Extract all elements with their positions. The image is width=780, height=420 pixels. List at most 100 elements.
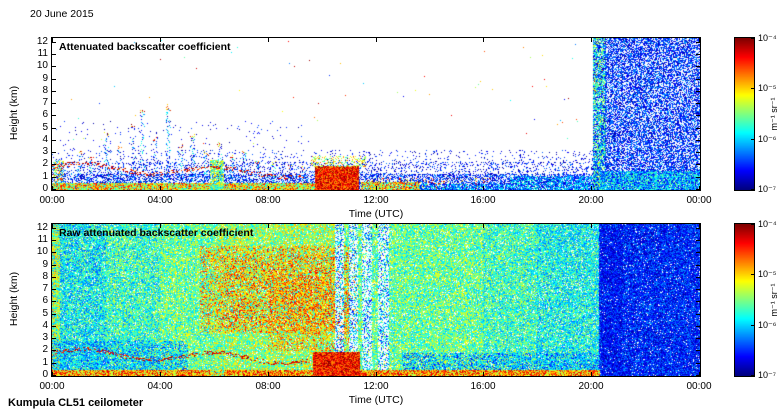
y-tick-mark — [696, 152, 700, 153]
y-tick-mark — [696, 350, 700, 351]
y-tick-mark — [52, 177, 56, 178]
y-tick-label: 11 — [37, 48, 48, 59]
y-tick-mark — [52, 91, 56, 92]
y-tick-mark — [696, 164, 700, 165]
y-tick-label: 10 — [36, 60, 48, 71]
x-tick-mark — [160, 186, 161, 190]
y-tick-label: 6 — [42, 109, 48, 120]
y-tick-mark — [52, 252, 56, 253]
colorbar-tick-mark — [751, 88, 754, 89]
x-tick-label: 16:00 — [470, 381, 496, 392]
x-tick-label: 20:00 — [578, 195, 604, 206]
heatmap-canvas — [52, 224, 700, 376]
x-tick-mark — [591, 224, 592, 228]
y-tick-label: 12 — [36, 36, 48, 47]
x-axis-label: Time (UTC) — [348, 208, 404, 220]
colorbar-tick-mark — [751, 274, 754, 275]
y-tick-mark — [696, 79, 700, 80]
y-tick-mark — [52, 228, 56, 229]
heatmap-canvas — [52, 38, 700, 190]
y-tick-mark — [696, 103, 700, 104]
x-tick-label: 16:00 — [470, 195, 496, 206]
y-tick-mark — [696, 375, 700, 376]
y-axis-label: Height (km) — [8, 85, 20, 141]
colorbar-tick-mark — [751, 139, 754, 140]
x-tick-mark — [52, 372, 53, 376]
y-tick-mark — [52, 164, 56, 165]
y-tick-label: 2 — [42, 344, 48, 355]
y-tick-mark — [52, 54, 56, 55]
y-tick-label: 1 — [42, 171, 48, 182]
x-tick-mark — [160, 224, 161, 228]
y-tick-label: 7 — [42, 283, 48, 294]
y-tick-mark — [52, 115, 56, 116]
y-tick-mark — [696, 228, 700, 229]
colorbar-tick-mark — [751, 189, 754, 190]
x-tick-mark — [268, 38, 269, 42]
x-tick-mark — [483, 372, 484, 376]
y-tick-label: 8 — [42, 271, 48, 282]
y-tick-mark — [52, 326, 56, 327]
y-tick-label: 5 — [42, 122, 48, 133]
y-tick-mark — [696, 240, 700, 241]
colorbar-unit-label: m⁻¹ sr⁻¹ — [769, 97, 779, 131]
y-tick-mark — [52, 128, 56, 129]
y-tick-mark — [52, 289, 56, 290]
x-tick-mark — [483, 224, 484, 228]
y-tick-mark — [696, 265, 700, 266]
colorbar-tick-label: 10⁻⁶ — [758, 320, 777, 330]
y-tick-mark — [696, 277, 700, 278]
y-tick-mark — [696, 252, 700, 253]
x-tick-mark — [699, 224, 700, 228]
x-tick-mark — [591, 38, 592, 42]
x-tick-mark — [376, 224, 377, 228]
x-tick-label: 04:00 — [147, 381, 173, 392]
x-tick-mark — [483, 186, 484, 190]
x-tick-mark — [699, 38, 700, 42]
x-tick-label: 00:00 — [686, 381, 712, 392]
y-tick-label: 6 — [42, 295, 48, 306]
y-tick-mark — [696, 314, 700, 315]
y-tick-label: 7 — [42, 97, 48, 108]
y-tick-mark — [696, 42, 700, 43]
y-tick-mark — [52, 103, 56, 104]
y-tick-mark — [52, 338, 56, 339]
colorbar-tick-mark — [751, 38, 754, 39]
colorbar-gradient — [735, 38, 754, 190]
colorbar-frame — [734, 223, 755, 377]
x-tick-mark — [52, 38, 53, 42]
x-tick-label: 12:00 — [363, 381, 389, 392]
x-tick-label: 00:00 — [686, 195, 712, 206]
y-tick-mark — [52, 66, 56, 67]
colorbar-tick-label: 10⁻⁵ — [758, 83, 777, 93]
y-tick-mark — [696, 301, 700, 302]
colorbar-gradient — [735, 224, 754, 376]
plot-title: Raw attenuated backscatter coefficient — [59, 227, 254, 239]
x-tick-mark — [699, 372, 700, 376]
colorbar-tick-mark — [751, 325, 754, 326]
y-tick-label: 3 — [42, 332, 48, 343]
x-tick-mark — [268, 224, 269, 228]
y-tick-label: 5 — [42, 308, 48, 319]
x-axis-label: Time (UTC) — [348, 394, 404, 406]
y-tick-mark — [696, 91, 700, 92]
colorbar-tick-mark — [751, 224, 754, 225]
y-tick-mark — [696, 189, 700, 190]
colorbar-tick-label: 10⁻⁵ — [758, 269, 777, 279]
colorbar-tick-label: 10⁻⁶ — [758, 134, 777, 144]
y-tick-label: 0 — [42, 369, 48, 380]
x-tick-mark — [699, 186, 700, 190]
x-tick-mark — [160, 372, 161, 376]
y-tick-mark — [52, 375, 56, 376]
y-tick-mark — [696, 128, 700, 129]
y-tick-mark — [696, 289, 700, 290]
y-tick-label: 3 — [42, 146, 48, 157]
colorbar-tick-label: 10⁻⁴ — [758, 219, 777, 229]
x-tick-mark — [376, 38, 377, 42]
y-tick-mark — [696, 54, 700, 55]
y-tick-mark — [52, 152, 56, 153]
x-tick-mark — [268, 372, 269, 376]
colorbar-tick-label: 10⁻⁷ — [758, 370, 777, 380]
y-tick-mark — [696, 66, 700, 67]
